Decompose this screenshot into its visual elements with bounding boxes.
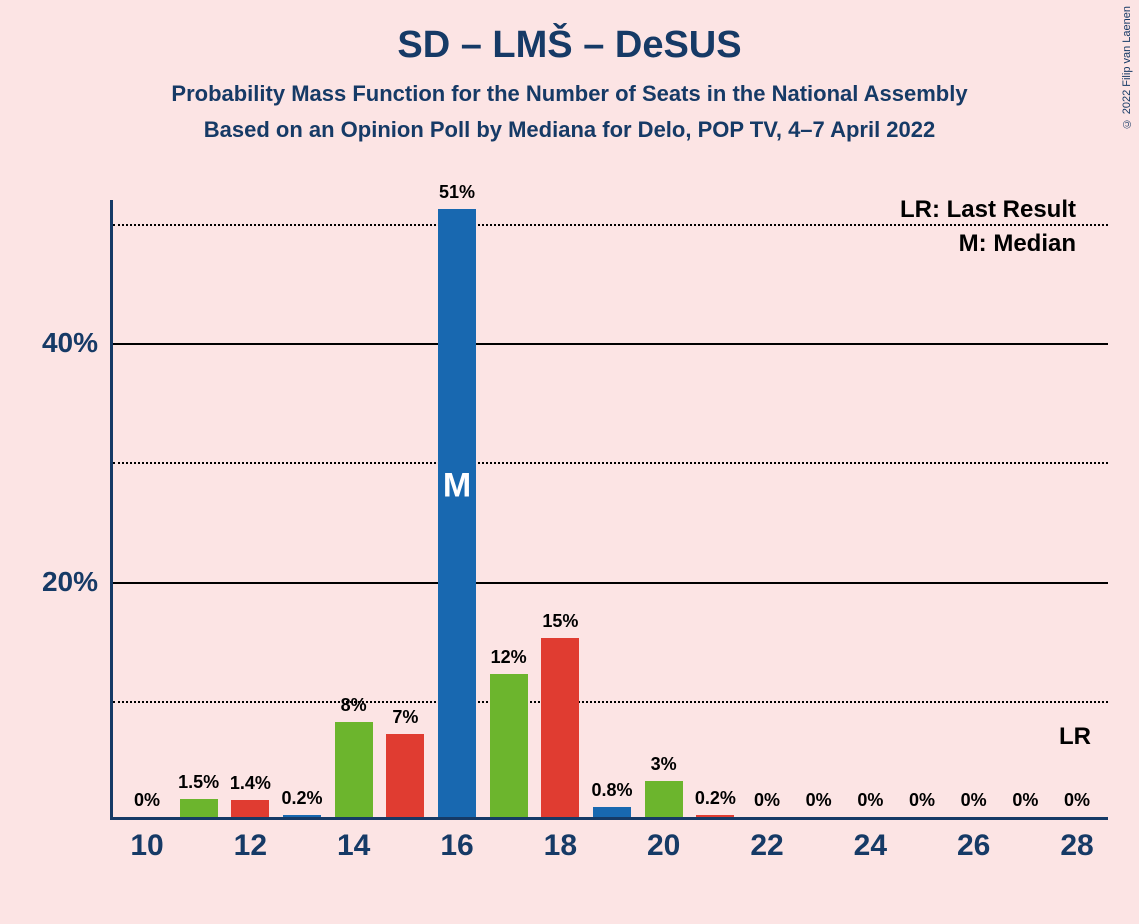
x-axis-label: 26 [957,829,990,863]
legend-last-result: LR: Last Result [900,196,1076,224]
bar-value-label: 7% [392,707,418,728]
gridline-major [113,343,1108,345]
bar-value-label: 0% [1064,790,1090,811]
median-marker: M [443,467,471,506]
bar-value-label: 0% [961,790,987,811]
x-axis-label: 18 [544,829,577,863]
bar-value-label: 15% [542,611,578,632]
copyright-text: © 2022 Filip van Laenen [1121,6,1133,129]
legend-median: M: Median [959,230,1076,258]
bar [231,800,269,817]
bar-value-label: 3% [651,754,677,775]
bar [283,815,321,817]
bar-value-label: 0.8% [591,780,632,801]
bar-value-label: 0.2% [281,788,322,809]
bar [645,781,683,817]
x-axis-label: 24 [854,829,887,863]
bar [490,674,528,817]
bar-value-label: 1.4% [230,773,271,794]
gridline-major [113,582,1108,584]
bar [386,734,424,817]
bar-value-label: 12% [491,647,527,668]
bar [438,209,476,817]
chart-subtitle-1: Probability Mass Function for the Number… [0,81,1139,107]
y-axis-label: 40% [42,327,98,359]
bar-value-label: 0.2% [695,788,736,809]
x-axis-label: 12 [234,829,267,863]
bar [593,807,631,817]
x-axis-label: 20 [647,829,680,863]
bar-value-label: 0% [134,790,160,811]
plot-area: LR: Last Result M: Median 20%40%10121416… [110,200,1108,820]
chart-subtitle-2: Based on an Opinion Poll by Mediana for … [0,117,1139,143]
bar [541,638,579,817]
last-result-marker: LR [1059,723,1091,751]
x-axis-label: 22 [750,829,783,863]
bar [696,815,734,817]
gridline-minor [113,224,1108,226]
y-axis-label: 20% [42,566,98,598]
x-axis-label: 10 [130,829,163,863]
bar [180,799,218,817]
bar-value-label: 0% [1012,790,1038,811]
bar-value-label: 0% [909,790,935,811]
x-axis-label: 28 [1060,829,1093,863]
chart-title: SD – LMŠ – DeSUS [0,0,1139,67]
bar-value-label: 1.5% [178,772,219,793]
bar [335,722,373,817]
gridline-minor [113,462,1108,464]
bar-value-label: 0% [806,790,832,811]
bar-value-label: 0% [754,790,780,811]
x-axis-label: 14 [337,829,370,863]
bar-value-label: 0% [857,790,883,811]
bar-value-label: 8% [341,695,367,716]
x-axis-label: 16 [440,829,473,863]
chart-container: SD – LMŠ – DeSUS Probability Mass Functi… [0,0,1139,924]
bar-value-label: 51% [439,182,475,203]
gridline-minor [113,701,1108,703]
